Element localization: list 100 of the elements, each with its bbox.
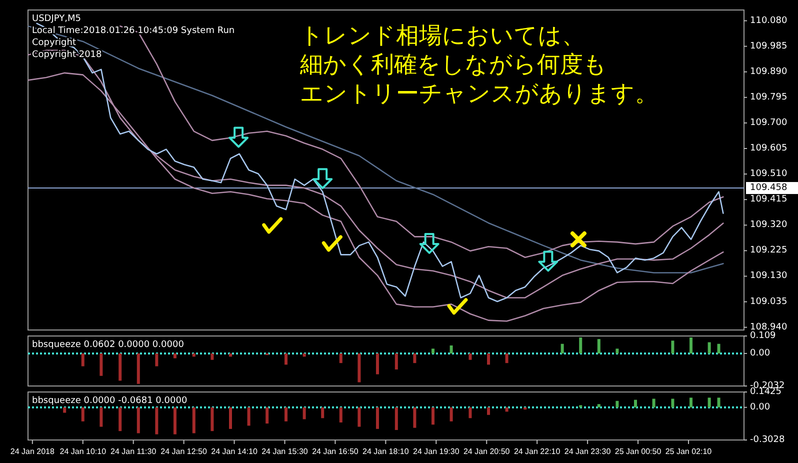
- bar: [81, 407, 84, 422]
- x-tick-label: 24 Jan 19:30: [413, 447, 460, 456]
- chart-title: USDJPY,M5: [32, 14, 81, 24]
- x-tick-label: 24 Jan 22:10: [514, 447, 561, 456]
- y-tick-label: 109.795: [750, 92, 788, 102]
- y-tick-label: 109.700: [750, 118, 788, 128]
- y-tick-label: 109.130: [750, 271, 788, 282]
- bar: [431, 348, 434, 354]
- x-tick-label: 24 Jan 23:30: [564, 447, 612, 456]
- bar: [339, 407, 342, 422]
- bar: [487, 353, 490, 365]
- bar: [505, 353, 508, 364]
- x-tick-label: 24 Jan 20:50: [463, 447, 510, 456]
- bar: [690, 398, 693, 408]
- bar: [394, 353, 398, 370]
- bar: [136, 407, 140, 434]
- y-tick-label: 109.320: [750, 220, 788, 230]
- bar: [717, 398, 720, 408]
- x-tick-label: 24 Jan 2018: [10, 447, 55, 456]
- bar: [652, 398, 656, 408]
- bar: [63, 407, 66, 413]
- bar: [247, 407, 250, 426]
- bar: [616, 400, 619, 408]
- x-tick-label: 24 Jan 14:10: [211, 447, 258, 456]
- bar: [376, 353, 379, 374]
- bar: [413, 407, 416, 428]
- bar: [579, 337, 582, 354]
- x-tick-label: 24 Jan 11:30: [110, 447, 157, 456]
- bar: [192, 353, 196, 357]
- bar: [192, 407, 196, 434]
- annotation: トレンド相場においては、: [300, 23, 585, 49]
- bar: [450, 345, 453, 354]
- bar: [155, 353, 158, 366]
- bar: [708, 398, 711, 408]
- text: bbsqueeze 0.0602 0.0000 0.0000: [32, 340, 184, 350]
- annotation: 細かく利確をしながら何度も: [299, 52, 607, 78]
- bar: [210, 353, 214, 360]
- bar: [136, 353, 140, 384]
- bar: [717, 344, 720, 354]
- bar: [560, 344, 564, 354]
- y-tick-label: 109.890: [750, 66, 788, 77]
- bar: [100, 407, 103, 427]
- bar: [708, 342, 711, 354]
- y-tick-label: 0.1425: [750, 387, 782, 397]
- y-tick-label: 0.109: [750, 331, 776, 341]
- bar: [118, 407, 122, 432]
- bar: [100, 353, 103, 376]
- x-tick-label: 24 Jan 12:50: [160, 447, 208, 456]
- bar: [173, 353, 176, 358]
- y-tick-label: 109.415: [750, 194, 788, 205]
- bar: [321, 407, 324, 418]
- bar: [376, 407, 379, 429]
- bar: [118, 353, 122, 381]
- bar: [284, 353, 288, 365]
- y-tick-label: 109.510: [750, 169, 788, 180]
- bar: [229, 353, 232, 357]
- bar: [358, 353, 361, 382]
- y-tick-label: 109.605: [750, 143, 788, 154]
- annotation: エントリーチャンスがあります。: [300, 81, 658, 107]
- text: bbsqueeze 0.0000 -0.0681 0.0000: [32, 396, 188, 406]
- bar: [358, 407, 361, 427]
- bar: [597, 339, 600, 354]
- bar: [524, 407, 527, 410]
- bar: [266, 407, 269, 424]
- x-tick-label: 25 Jan 00:50: [614, 447, 662, 456]
- x-tick-label: 24 Jan 15:30: [262, 447, 308, 456]
- y-tick-label: -0.3028: [750, 435, 786, 445]
- bar: [229, 407, 232, 429]
- y-tick-label: 0.00: [750, 402, 770, 412]
- bar: [634, 400, 637, 408]
- bar: [690, 337, 693, 354]
- x-tick-label: 24 Jan 18:10: [362, 447, 410, 456]
- y-tick-label: 109.225: [750, 246, 788, 256]
- y-tick-label: 110.080: [750, 16, 788, 26]
- bar: [505, 407, 508, 412]
- bar: [468, 353, 472, 360]
- bar: [210, 407, 214, 432]
- bar: [616, 348, 619, 354]
- bar: [487, 407, 490, 415]
- bar: [155, 407, 158, 434]
- y-tick-label: 108.940: [750, 322, 788, 332]
- bar: [671, 340, 674, 354]
- bar: [468, 407, 472, 418]
- y-tick-label: 109.035: [750, 296, 788, 307]
- bar: [450, 407, 453, 422]
- ref-line-label: 109.458: [750, 183, 788, 194]
- x-tick-label: 24 Jan 16:50: [312, 447, 359, 456]
- bar: [413, 353, 416, 364]
- bar: [284, 407, 288, 422]
- y-tick-label: 0.00: [750, 348, 770, 358]
- x-tick-label: 25 Jan 02:10: [665, 447, 712, 456]
- bar: [339, 353, 342, 364]
- bar: [81, 353, 84, 366]
- bar: [302, 353, 306, 357]
- bar: [597, 404, 600, 408]
- bar: [671, 398, 674, 408]
- bar: [173, 407, 176, 434]
- bar: [302, 407, 306, 420]
- y-tick-label: 109.985: [750, 41, 788, 52]
- x-tick-label: 24 Jan 10:10: [60, 447, 107, 456]
